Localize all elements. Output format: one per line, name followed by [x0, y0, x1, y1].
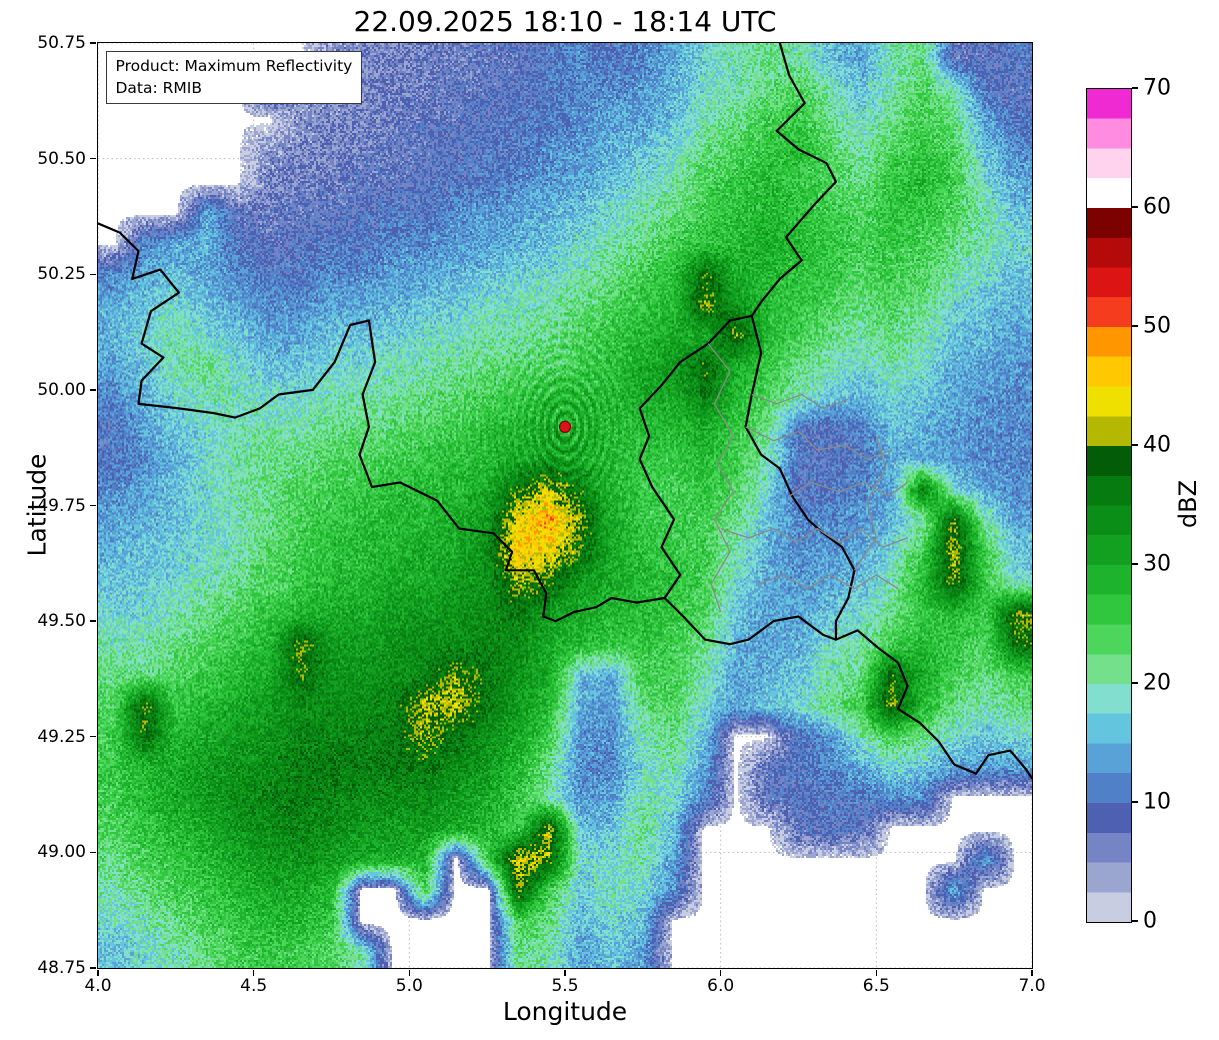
colorbar-tick — [1132, 563, 1138, 565]
y-axis-tick — [90, 851, 96, 854]
admin-border-line — [751, 393, 849, 409]
admin-border-line — [744, 425, 892, 460]
plot-title: 22.09.2025 18:10 - 18:14 UTC — [353, 5, 777, 38]
admin-border-line — [757, 573, 898, 589]
map-plot-area: Product: Maximum Reflectivity Data: RMIB — [96, 41, 1033, 969]
y-axis-tick-label: 50.75 — [37, 33, 86, 53]
x-axis-tick-label: 5.5 — [551, 976, 579, 996]
colorbar-tick — [1132, 801, 1138, 803]
admin-border-line — [853, 435, 886, 571]
x-axis-tick — [1031, 969, 1033, 976]
y-axis-tick-label: 50.00 — [37, 379, 86, 400]
colorbar-tick-label: 70 — [1143, 75, 1171, 101]
radar-reflectivity-field — [97, 42, 1032, 968]
x-axis-tick — [719, 969, 722, 976]
colorbar-gradient — [1087, 89, 1131, 922]
x-axis-tick — [408, 969, 411, 976]
x-axis-tick-label: 6.5 — [862, 976, 890, 996]
y-axis-tick-label: 49.75 — [37, 495, 86, 516]
y-axis-tick — [90, 504, 96, 507]
y-axis-tick — [90, 620, 96, 622]
colorbar-tick — [1132, 444, 1138, 446]
colorbar-tick-label: 10 — [1143, 789, 1171, 815]
y-axis-tick-label: 50.50 — [37, 148, 86, 169]
colorbar-tick — [1132, 325, 1138, 327]
country-border-line — [743, 42, 856, 641]
product-name-text: Product: Maximum Reflectivity — [115, 56, 353, 75]
colorbar-tick-label: 0 — [1143, 908, 1157, 934]
colorbar-tick — [1132, 920, 1138, 922]
x-axis-tick-label: 4.0 — [84, 976, 112, 996]
x-axis-tick-label: 6.0 — [707, 976, 735, 996]
x-axis-label: Longitude — [502, 997, 628, 1026]
country-border-line — [97, 221, 1032, 780]
admin-border-line — [707, 342, 734, 612]
x-axis-tick — [97, 969, 99, 976]
radar-location-marker — [558, 420, 571, 433]
y-axis-tick — [90, 157, 96, 160]
colorbar — [1086, 88, 1132, 923]
colorbar-tick-label: 40 — [1143, 432, 1171, 458]
admin-border-line — [719, 527, 908, 548]
x-axis-tick — [875, 969, 878, 976]
x-axis-tick-label: 4.5 — [240, 976, 268, 996]
x-axis-tick-label: 7.0 — [1018, 976, 1046, 996]
product-info-box: Product: Maximum Reflectivity Data: RMIB — [105, 50, 363, 105]
y-axis-tick — [90, 389, 96, 391]
y-axis-tick-label: 48.75 — [37, 958, 86, 978]
y-axis-tick-label: 49.00 — [37, 842, 86, 863]
colorbar-tick-label: 50 — [1143, 313, 1171, 339]
colorbar-tick — [1132, 682, 1138, 684]
colorbar-tick — [1132, 87, 1138, 89]
x-axis-tick — [564, 969, 566, 976]
y-axis-tick — [90, 736, 96, 738]
data-source-text: Data: RMIB — [115, 78, 203, 97]
colorbar-tick — [1132, 206, 1138, 208]
y-axis-tick — [90, 273, 96, 275]
colorbar-tick-label: 20 — [1143, 670, 1171, 696]
y-axis-tick — [90, 42, 96, 44]
admin-border-line — [788, 481, 908, 497]
map-borders-layer — [97, 42, 1032, 780]
y-axis-tick-label: 49.25 — [37, 726, 86, 747]
y-axis-tick-label: 50.25 — [37, 264, 86, 285]
colorbar-label: dBZ — [1174, 479, 1202, 529]
colorbar-tick-label: 30 — [1143, 551, 1171, 577]
x-axis-tick-label: 5.0 — [395, 976, 423, 996]
x-axis-tick — [252, 969, 255, 976]
country-border-line — [638, 314, 753, 599]
y-axis-tick-label: 49.50 — [37, 611, 86, 632]
colorbar-tick-label: 60 — [1143, 194, 1171, 220]
y-axis-tick — [90, 967, 96, 969]
